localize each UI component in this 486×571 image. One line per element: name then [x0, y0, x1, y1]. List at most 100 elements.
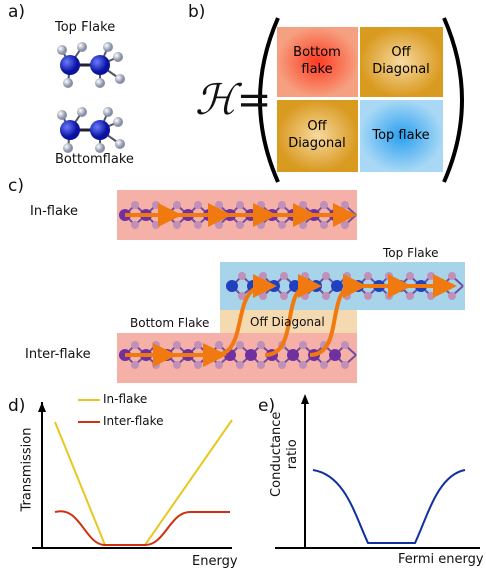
atom [215, 361, 223, 369]
atom [320, 201, 328, 209]
atom [90, 55, 110, 75]
atom [113, 52, 123, 62]
atom [60, 120, 80, 140]
atom [77, 42, 87, 52]
atom [131, 341, 139, 349]
atom [320, 221, 328, 229]
atom [329, 349, 341, 361]
cell-text: Bottom flake [277, 27, 357, 97]
figure: a) Top Flake Bottomflake b) ℋ= Bottom fl… [0, 0, 486, 571]
atom [364, 272, 372, 280]
bracket [444, 18, 462, 182]
panel-label: b) [188, 2, 205, 22]
atom [77, 107, 87, 117]
atom [343, 272, 351, 280]
legend-label: In-flake [103, 392, 147, 406]
atom [236, 341, 244, 349]
label: Off Diagonal [250, 315, 325, 329]
atom [299, 341, 307, 349]
label: Bottomflake [55, 152, 134, 167]
atom [406, 292, 414, 300]
atom [194, 201, 202, 209]
atom [173, 361, 181, 369]
atom [257, 201, 265, 209]
atom [152, 341, 160, 349]
atom [194, 361, 202, 369]
axis-title: Transmission [20, 425, 35, 515]
atom [131, 361, 139, 369]
atom [63, 78, 73, 88]
band [117, 333, 357, 383]
atom [236, 201, 244, 209]
legend-label: Inter-flake [103, 414, 164, 428]
panel-label: c) [8, 176, 24, 196]
atom [301, 292, 309, 300]
arrow [38, 402, 46, 412]
atom [173, 341, 181, 349]
label: Inter-flake [25, 347, 91, 362]
label: Bottom Flake [130, 316, 209, 330]
atom [131, 221, 139, 229]
panel-label: a) [8, 2, 25, 22]
atom [215, 341, 223, 349]
label: Top Flake [55, 20, 115, 35]
atom [173, 221, 181, 229]
atom [385, 292, 393, 300]
atom [320, 361, 328, 369]
atom [103, 107, 113, 117]
atom [103, 42, 113, 52]
atom [299, 361, 307, 369]
axis-title: Energy [192, 554, 238, 569]
cell-text: Off Diagonal [277, 101, 357, 171]
atom [310, 280, 322, 292]
atom [278, 221, 286, 229]
arrow [301, 394, 309, 404]
atom [301, 272, 309, 280]
atom [215, 221, 223, 229]
curve [313, 470, 465, 543]
cell-text: Top flake [361, 101, 441, 171]
atom [280, 292, 288, 300]
atom [90, 120, 110, 140]
atom [322, 272, 330, 280]
atom [194, 341, 202, 349]
atom [280, 272, 288, 280]
atom [427, 272, 435, 280]
atom [341, 221, 349, 229]
atom [287, 349, 299, 361]
atom [57, 45, 67, 55]
cell-text: Off Diagonal [361, 27, 441, 97]
atom [60, 55, 80, 75]
axis-title: Fermi energy [398, 552, 484, 567]
atom [152, 221, 160, 229]
atom [299, 201, 307, 209]
atom [322, 292, 330, 300]
atom [427, 292, 435, 300]
atom [226, 280, 238, 292]
atom [278, 201, 286, 209]
hamiltonian: ℋ= [195, 75, 272, 124]
atom [115, 74, 125, 84]
atom [131, 201, 139, 209]
atom [259, 272, 267, 280]
atom [173, 201, 181, 209]
axis-title: Conductance ratio [269, 409, 302, 499]
molecules [57, 42, 125, 153]
atom [341, 201, 349, 209]
atom [448, 292, 456, 300]
conductance-plot [275, 394, 480, 548]
atom [385, 272, 393, 280]
label: Top Flake [383, 246, 439, 260]
atom [268, 280, 280, 292]
atom [259, 292, 267, 300]
atom [257, 361, 265, 369]
atom [113, 117, 123, 127]
atom [115, 139, 125, 149]
atom [95, 78, 105, 88]
panel-label: d) [8, 396, 25, 416]
atom [341, 341, 349, 349]
atom [364, 292, 372, 300]
atom [278, 361, 286, 369]
atom [236, 361, 244, 369]
atom [331, 280, 343, 292]
